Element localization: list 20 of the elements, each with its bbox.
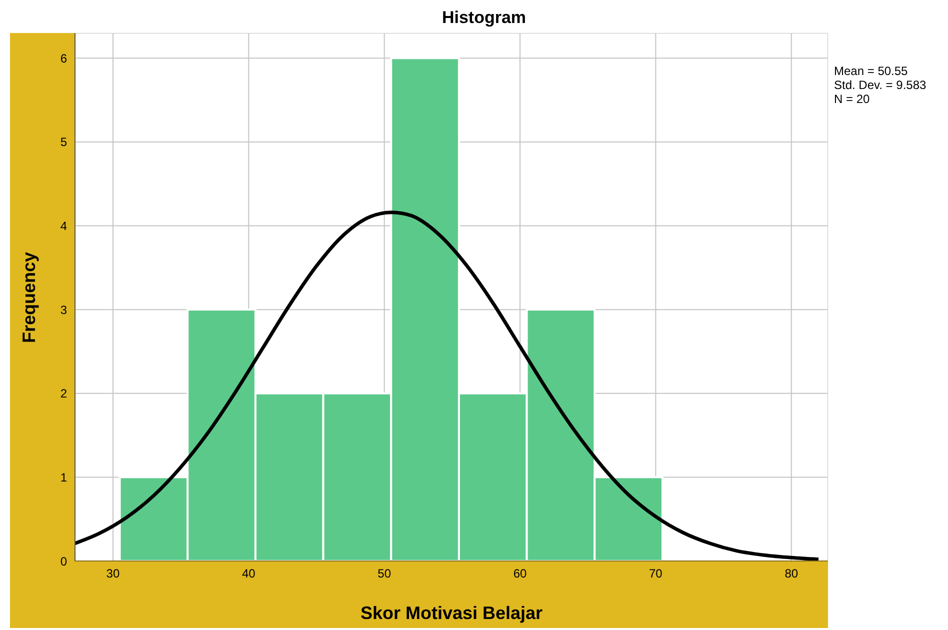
chart-title: Histogram <box>440 8 528 28</box>
x-tick-label: 40 <box>242 566 256 581</box>
y-axis-title: Frequency <box>20 251 40 343</box>
x-axis-title: Skor Motivasi Belajar <box>359 603 544 624</box>
line-series <box>75 210 820 561</box>
x-tick-label: 60 <box>513 566 528 581</box>
x-tick-label: 70 <box>649 566 663 581</box>
y-tick-label: 5 <box>60 135 68 150</box>
y-tick-label: 4 <box>60 219 68 234</box>
x-tick-label: 50 <box>378 566 392 581</box>
x-tick-label: 30 <box>106 566 120 581</box>
text: N = 20 <box>834 92 871 106</box>
y-tick-label: 2 <box>60 386 68 401</box>
text: Mean = 50.55 <box>834 64 909 78</box>
y-tick-label: 0 <box>60 554 68 568</box>
y-tick-label: 3 <box>60 302 68 317</box>
y-tick-label: 6 <box>60 51 68 66</box>
y-tick-label: 1 <box>60 470 68 484</box>
x-tick-label: 80 <box>784 566 798 581</box>
text: Std. Dev. = 9.583 <box>834 78 926 92</box>
